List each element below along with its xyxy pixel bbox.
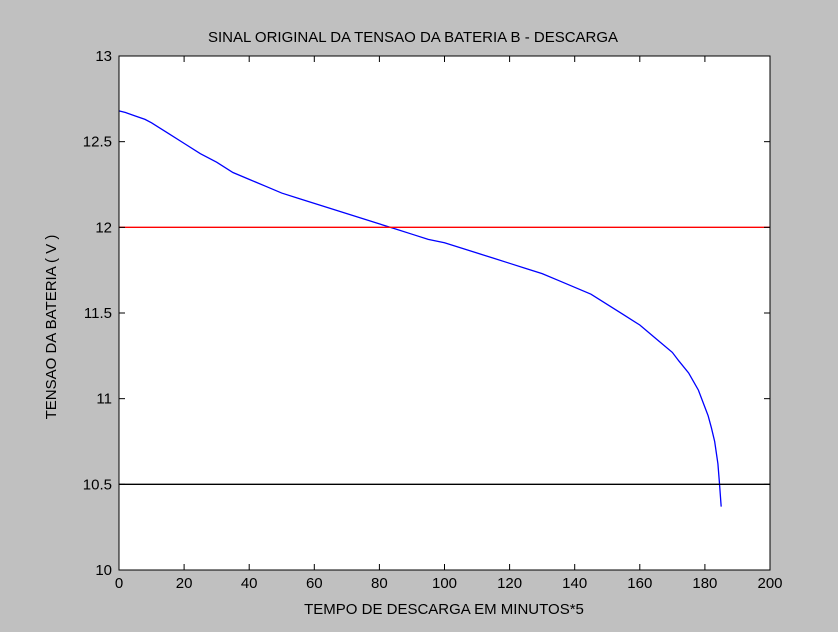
y-tick-label: 11.5 <box>84 305 112 322</box>
x-tick-label: 140 <box>562 575 587 592</box>
y-tick-label: 12 <box>95 219 112 236</box>
x-tick-label: 20 <box>176 575 193 592</box>
x-tick-label: 200 <box>757 575 782 592</box>
y-tick-label: 11 <box>96 391 112 408</box>
plot-area <box>118 55 771 571</box>
y-tick-label: 10 <box>95 562 112 579</box>
x-tick-label: 120 <box>497 575 522 592</box>
y-tick-label: 10.5 <box>83 476 112 493</box>
x-tick-label: 100 <box>432 575 457 592</box>
chart-title: SINAL ORIGINAL DA TENSAO DA BATERIA B - … <box>208 29 618 46</box>
y-axis-label: TENSAO DA BATERIA ( V ) <box>43 235 60 420</box>
x-tick-label: 80 <box>371 575 388 592</box>
x-tick-label: 160 <box>627 575 652 592</box>
x-axis-label: TEMPO DE DESCARGA EM MINUTOS*5 <box>304 601 584 618</box>
x-axis: 0 20 40 60 80 100 120 140 160 180 200 <box>115 56 783 592</box>
y-tick-label: 13 <box>95 48 112 65</box>
x-tick-label: 0 <box>115 575 123 592</box>
y-tick-label: 12.5 <box>83 134 112 151</box>
series-line-discharge-curve <box>118 110 722 507</box>
x-tick-label: 60 <box>306 575 323 592</box>
y-axis: 10 10.5 11 11.5 12 12.5 13 <box>83 48 770 579</box>
x-tick-label: 180 <box>692 575 717 592</box>
x-tick-label: 40 <box>241 575 258 592</box>
